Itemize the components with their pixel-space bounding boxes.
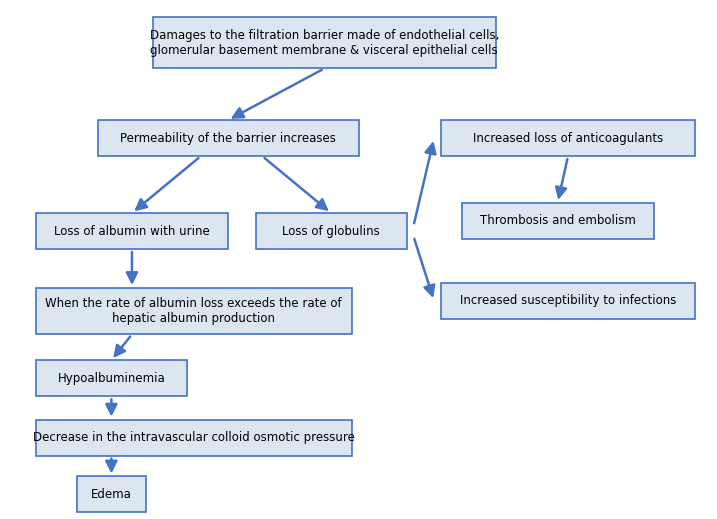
Text: Edema: Edema	[91, 488, 132, 501]
FancyBboxPatch shape	[255, 213, 407, 249]
FancyBboxPatch shape	[98, 120, 358, 156]
Text: Permeability of the barrier increases: Permeability of the barrier increases	[120, 132, 336, 145]
FancyBboxPatch shape	[36, 288, 351, 334]
FancyBboxPatch shape	[441, 283, 695, 319]
FancyBboxPatch shape	[77, 476, 146, 512]
Text: Damages to the filtration barrier made of endothelial cells,
glomerular basement: Damages to the filtration barrier made o…	[150, 29, 499, 57]
Text: Loss of globulins: Loss of globulins	[282, 225, 380, 238]
Text: When the rate of albumin loss exceeds the rate of
hepatic albumin production: When the rate of albumin loss exceeds th…	[45, 297, 342, 325]
Text: Thrombosis and embolism: Thrombosis and embolism	[480, 214, 635, 227]
Text: Increased susceptibility to infections: Increased susceptibility to infections	[460, 294, 676, 307]
Text: Decrease in the intravascular colloid osmotic pressure: Decrease in the intravascular colloid os…	[33, 431, 355, 444]
FancyBboxPatch shape	[36, 360, 187, 397]
Text: Loss of albumin with urine: Loss of albumin with urine	[54, 225, 210, 238]
FancyBboxPatch shape	[153, 17, 496, 69]
FancyBboxPatch shape	[36, 213, 228, 249]
Text: Hypoalbuminemia: Hypoalbuminemia	[57, 372, 165, 385]
FancyBboxPatch shape	[462, 203, 654, 239]
FancyBboxPatch shape	[441, 120, 695, 156]
Text: Increased loss of anticoagulants: Increased loss of anticoagulants	[473, 132, 663, 145]
FancyBboxPatch shape	[36, 419, 351, 456]
